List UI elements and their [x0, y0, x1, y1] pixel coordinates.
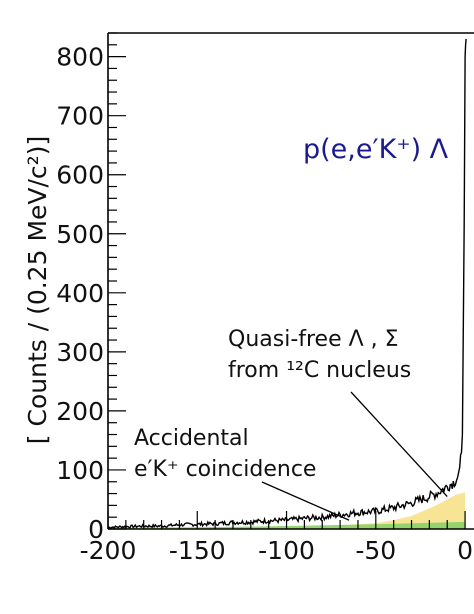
x-tick-label: -150 — [169, 536, 226, 565]
tick-layer: 0 100 200 300 400 500 600 700 800 -200 -150 -100 -50… — [56, 32, 473, 565]
y-tick-label: 600 — [56, 161, 104, 190]
chart-title: p(e,e′K⁺) Λ — [303, 134, 449, 165]
annotation-quasi-free-arrow — [350, 391, 448, 497]
x-tick-label: -100 — [258, 536, 315, 565]
annotation-layer: Quasi-free Λ , Σ from ¹²C nucleus Accident… — [134, 327, 448, 521]
y-axis-label: [ Counts / (0.25 MeV/c²)] — [23, 136, 52, 444]
y-tick-label: 400 — [56, 279, 104, 308]
y-tick-label: 0 — [88, 515, 104, 544]
y-tick-label: 300 — [56, 338, 104, 367]
x-tick-label: 0 — [457, 536, 473, 565]
annotation-accidental-arrow — [261, 481, 350, 521]
y-tick-label: 100 — [56, 456, 104, 485]
x-tick-label: -200 — [80, 536, 137, 565]
y-tick-label: 700 — [56, 102, 104, 131]
y-tick-label: 200 — [56, 397, 104, 426]
y-tick-label: 500 — [56, 220, 104, 249]
axes — [107, 32, 474, 530]
annotation-quasi-free-line: from ¹²C nucleus — [228, 358, 411, 383]
series-line-data — [107, 38, 467, 530]
annotation-accidental-line: Accidental — [134, 426, 249, 451]
annotation-accidental-line: e′K⁺ coincidence — [134, 457, 316, 482]
data-line-layer — [107, 38, 467, 530]
annotation-quasi-free-line: Quasi-free Λ , Σ — [228, 327, 399, 352]
y-tick-label: 800 — [56, 43, 104, 72]
x-tick-label: -50 — [355, 536, 396, 565]
